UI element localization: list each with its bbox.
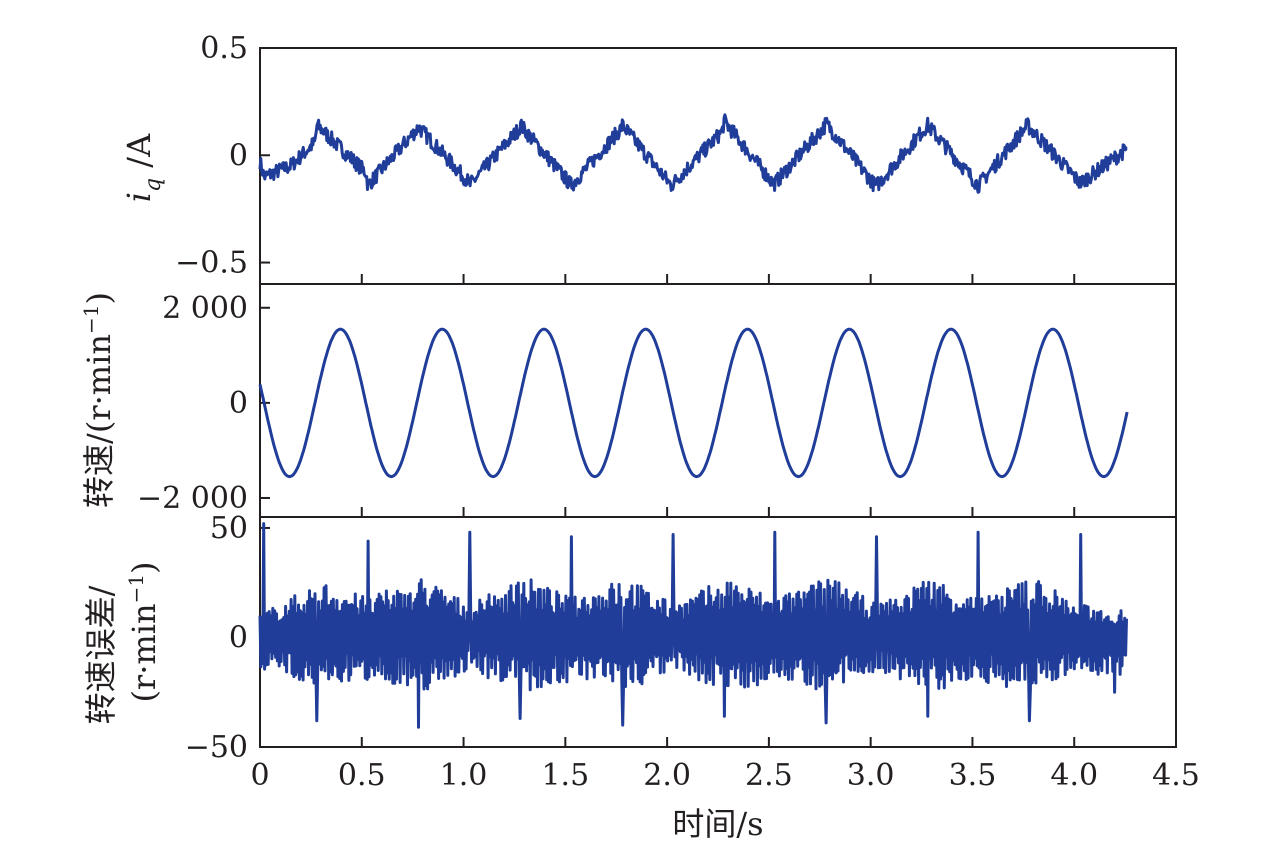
tick-labels: 0 0.5 1.0 1.5 2.0 2.5 3.0 3.5 4.0 4.5 0.5 0 −0.5 2 00… bbox=[137, 31, 1200, 793]
middle-ylabel-superscript: −1 bbox=[79, 305, 103, 334]
x-tick-label: 4.0 bbox=[1050, 758, 1098, 793]
bottom-panel-ylabel-line2: (r·min−1) bbox=[124, 561, 163, 702]
y-tick-label: 2 000 bbox=[162, 291, 248, 326]
x-tick-label: 2.5 bbox=[745, 758, 793, 793]
bottom-panel-ylabel-line1: 转速误差/ bbox=[82, 585, 120, 724]
speed-error-line bbox=[258, 522, 1128, 729]
y-tick-label: −0.5 bbox=[175, 246, 248, 281]
top-panel-frame bbox=[259, 47, 1177, 285]
x-tick-label: 4.5 bbox=[1152, 758, 1200, 793]
bottom-ylabel-prefix: (r·min bbox=[125, 603, 163, 702]
y-tick-label: −50 bbox=[185, 730, 248, 765]
top-panel-ylabel: iq /A bbox=[120, 133, 166, 202]
x-tick-label: 3.5 bbox=[949, 758, 997, 793]
y-tick-label: 50 bbox=[210, 511, 248, 546]
speed-line bbox=[258, 327, 1129, 479]
middle-panel-ylabel: 转速/(r·min−1) bbox=[79, 292, 118, 508]
x-axis-label: 时间/s bbox=[672, 805, 763, 843]
x-tick-label: 0 bbox=[250, 758, 269, 793]
iq-current-line bbox=[258, 113, 1128, 194]
bottom-ylabel-superscript: −1 bbox=[124, 574, 148, 603]
y-tick-label: 0 bbox=[229, 620, 248, 655]
middle-ylabel-suffix: ) bbox=[80, 292, 118, 304]
series-lines bbox=[258, 113, 1129, 729]
x-tick-label: 2.0 bbox=[643, 758, 691, 793]
top-ylabel-symbol: i bbox=[120, 192, 158, 202]
middle-panel-frame bbox=[259, 283, 1177, 518]
top-ylabel-unit: /A bbox=[120, 133, 158, 178]
top-ylabel-subscript: q bbox=[141, 178, 166, 192]
middle-ylabel-prefix: 转速/(r·min bbox=[80, 334, 118, 508]
x-tick-label: 1.5 bbox=[541, 758, 589, 793]
bottom-ylabel-suffix: ) bbox=[125, 561, 163, 573]
y-tick-label: 0 bbox=[229, 386, 248, 421]
y-tick-label: 0.5 bbox=[200, 31, 248, 66]
y-tick-label: −2 000 bbox=[137, 481, 248, 516]
x-tick-label: 3.0 bbox=[847, 758, 895, 793]
y-tick-label: 0 bbox=[229, 138, 248, 173]
x-tick-label: 0.5 bbox=[338, 758, 386, 793]
x-tick-label: 1.0 bbox=[440, 758, 488, 793]
